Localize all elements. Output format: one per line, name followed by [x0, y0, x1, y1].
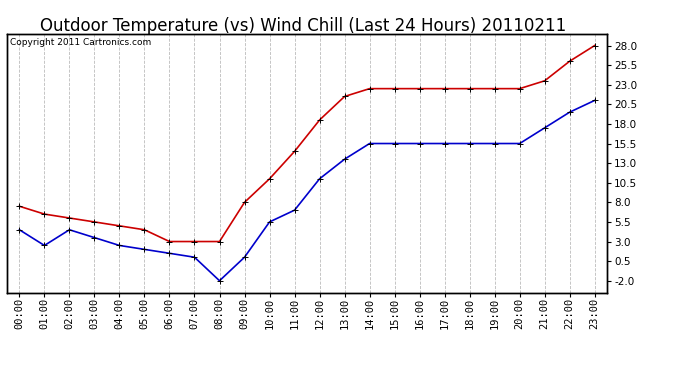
Text: Copyright 2011 Cartronics.com: Copyright 2011 Cartronics.com [10, 38, 151, 46]
Text: Outdoor Temperature (vs) Wind Chill (Last 24 Hours) 20110211: Outdoor Temperature (vs) Wind Chill (Las… [41, 17, 566, 35]
